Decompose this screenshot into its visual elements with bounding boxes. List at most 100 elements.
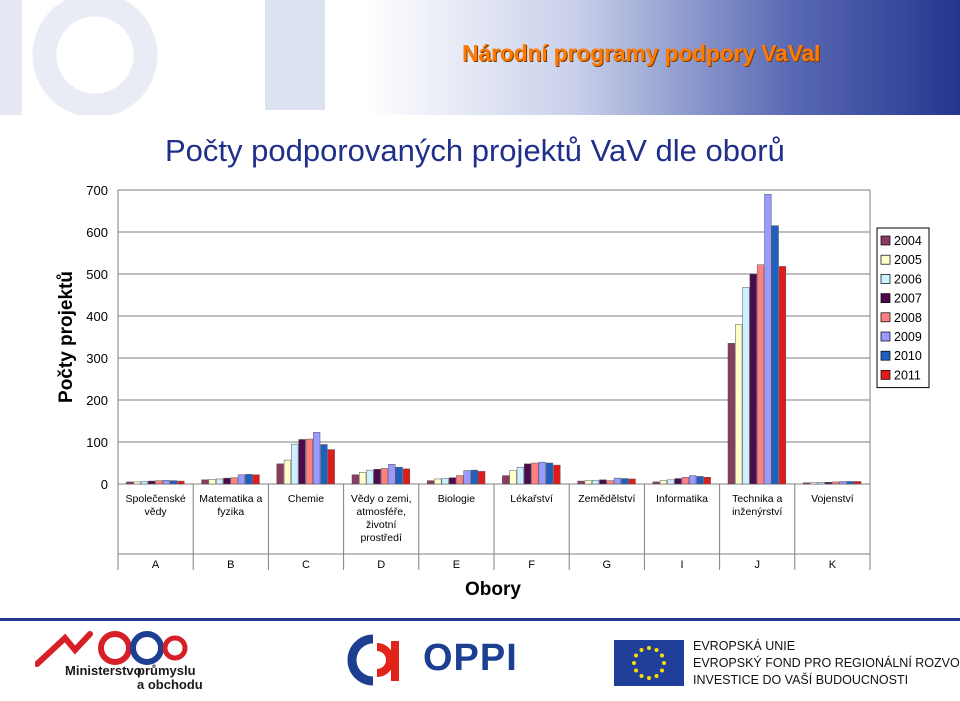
bar — [810, 482, 818, 485]
y-tick-label: 400 — [86, 309, 108, 324]
eu-line: EVROPSKÁ UNIE — [693, 639, 796, 653]
bar — [245, 474, 253, 485]
bar — [674, 478, 682, 485]
header-decoration — [0, 0, 250, 115]
category-code-label: J — [754, 559, 760, 571]
eu-star — [632, 661, 636, 665]
bar — [599, 479, 607, 485]
page-title: Počty podporovaných projektů VaV dle obo… — [165, 133, 785, 168]
bar — [351, 474, 359, 485]
bar — [366, 469, 374, 485]
bar — [313, 432, 321, 485]
eu-line: EVROPSKÝ FOND PRO REGIONÁLNÍ ROZVOJ — [693, 656, 960, 670]
eu-star — [639, 648, 644, 653]
bar — [448, 477, 457, 485]
eu-star — [647, 646, 651, 650]
legend-label: 2006 — [894, 272, 922, 286]
bar — [509, 470, 517, 485]
eu-star — [659, 668, 664, 673]
bar — [628, 478, 636, 485]
bar — [470, 469, 478, 485]
bar-chart: 0 100 200 300 400 500 600 700 Počty projektů Spol… — [56, 183, 930, 600]
bar — [764, 193, 772, 485]
bar — [749, 273, 757, 485]
bar — [553, 464, 561, 485]
legend-swatch — [880, 274, 891, 284]
legend-swatch — [880, 350, 891, 361]
legend-swatch — [880, 235, 891, 246]
bar — [320, 444, 328, 485]
bar — [577, 480, 585, 485]
bar — [162, 479, 170, 485]
x-tick-label: inženýrství — [732, 506, 782, 518]
mpo-logo: Ministerstvo průmyslu a obchodu — [34, 628, 205, 698]
bar — [434, 478, 442, 485]
category-code-label: E — [453, 559, 460, 571]
y-tick-label: 500 — [86, 267, 108, 282]
y-axis-label: Počty projektů — [56, 271, 77, 403]
bar — [223, 477, 231, 485]
bar — [839, 481, 847, 485]
bar — [215, 478, 224, 485]
x-tick-label: životní — [366, 519, 396, 531]
bar — [659, 480, 668, 485]
category-code-label: D — [377, 559, 385, 571]
bar — [327, 449, 335, 485]
bar — [402, 468, 411, 485]
y-tick-label: 600 — [86, 225, 108, 240]
mpo-logo-text: Ministerstvo průmyslu a obchodu — [65, 664, 203, 692]
mpo-line: průmyslu — [137, 663, 196, 678]
eu-star — [639, 673, 644, 678]
category-code-label: A — [152, 559, 160, 571]
x-tick-label: Biologie — [438, 493, 476, 505]
bar — [531, 462, 539, 485]
header-decoration — [265, 0, 325, 110]
category-code-label: I — [680, 559, 683, 571]
bar — [846, 481, 854, 485]
bar — [177, 480, 185, 485]
y-tick-label: 0 — [101, 477, 108, 492]
bar — [652, 481, 660, 485]
bar — [516, 466, 524, 485]
y-tick-label: 200 — [86, 393, 108, 408]
legend-label: 2008 — [894, 311, 922, 325]
bar — [621, 478, 629, 485]
legend-swatch — [880, 370, 891, 380]
mpo-line: a obchodu — [137, 677, 203, 692]
category-code-label: K — [829, 559, 837, 571]
bar — [252, 474, 260, 485]
bar — [824, 482, 833, 485]
x-tick-label: Chemie — [288, 493, 324, 505]
bar — [703, 477, 711, 485]
legend-label: 2005 — [894, 253, 922, 267]
x-tick-label: Zemědělství — [578, 493, 635, 505]
bar — [140, 481, 148, 485]
eu-stars — [632, 646, 666, 680]
bar — [426, 480, 435, 485]
eu-text: EVROPSKÁ UNIE EVROPSKÝ FOND PRO REGIONÁL… — [693, 638, 960, 689]
x-tick-label: Informatika — [656, 493, 708, 505]
bar — [380, 468, 389, 485]
bar — [742, 287, 750, 485]
bar — [359, 471, 367, 485]
legend-swatch — [880, 254, 891, 265]
bar — [276, 463, 284, 485]
bar — [478, 471, 486, 485]
header-decoration — [0, 0, 22, 115]
legend-swatch — [880, 331, 891, 342]
bar — [283, 459, 292, 485]
x-axis-label: Obory — [465, 579, 521, 600]
bar — [463, 470, 471, 485]
x-tick-label: Vědy o zemi, — [351, 493, 412, 505]
bar — [854, 481, 862, 485]
bar — [613, 477, 622, 485]
eu-flag-icon — [614, 640, 684, 686]
bar — [756, 264, 765, 485]
bar — [696, 476, 704, 485]
bar — [305, 438, 313, 485]
eu-star — [654, 673, 659, 678]
eu-star — [647, 676, 651, 680]
eu-star — [634, 653, 639, 658]
bar — [373, 469, 381, 485]
bar — [456, 475, 464, 485]
